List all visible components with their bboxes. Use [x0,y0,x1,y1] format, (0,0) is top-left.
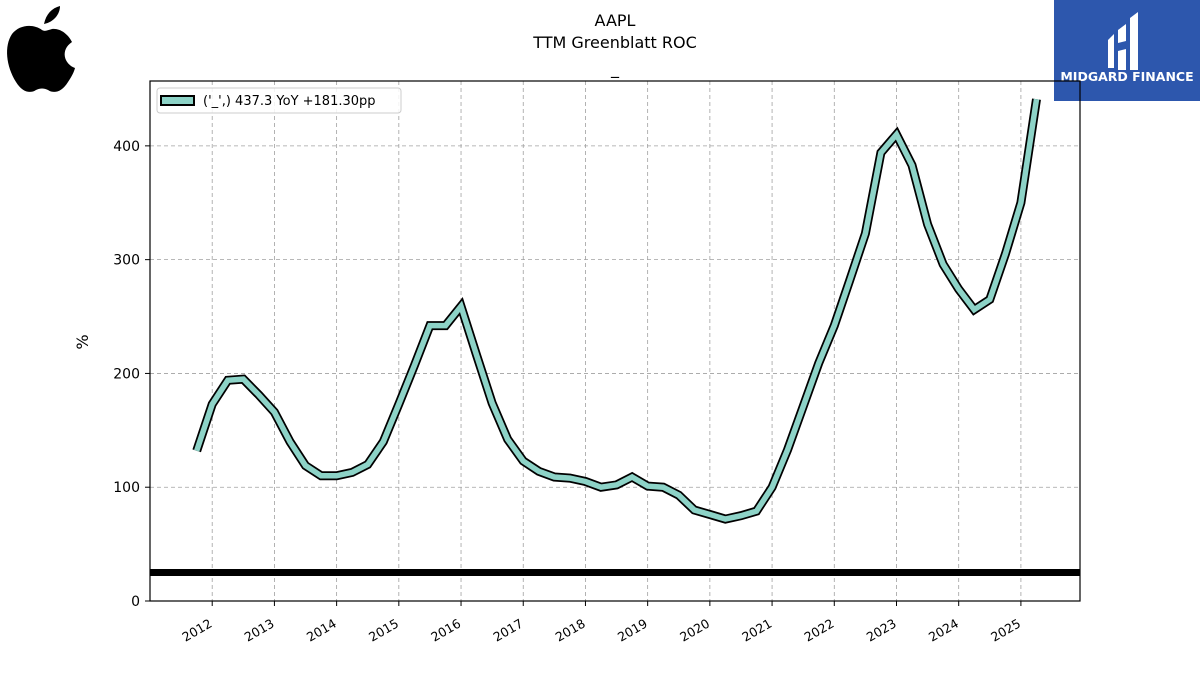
x-tick-label: 2012 [179,616,214,645]
x-tick-label: 2019 [615,616,650,645]
y-tick-label: 100 [113,480,140,496]
y-axis-label: % [73,334,92,349]
x-tick-label: 2013 [242,616,277,645]
x-tick-label: 2025 [988,616,1023,645]
x-tick-label: 2023 [864,616,899,645]
legend-swatch [160,95,195,106]
y-tick-label: 300 [113,253,140,269]
brand-logo: MIDGARD FINANCE [1054,0,1200,101]
x-tick-label: 2024 [926,616,961,645]
legend: ('_',) 437.3 YoY +181.30pp [156,87,402,114]
chart-subtitle: TTM Greenblatt ROC [533,33,697,52]
x-tick-label: 2018 [553,616,588,645]
x-tick-label: 2021 [739,616,774,645]
apple-logo-icon [7,6,75,92]
series-line [194,98,1040,522]
midgard-emblem-icon [1108,12,1138,70]
legend-label: ('_',) 437.3 YoY +181.30pp [203,94,376,109]
chart-title: AAPL [594,11,636,30]
axes-frame [149,80,1081,602]
series-layer [192,98,1041,524]
chart-title-underscore: _ [611,59,619,78]
x-tick-label: 2015 [366,616,401,645]
grid-layer [150,81,1080,601]
legend-box [156,87,402,114]
x-tick-label: 2017 [490,616,525,645]
x-tick-label: 2014 [304,616,339,645]
y-tick-label: 200 [113,366,140,382]
x-tick-label: 2020 [677,616,712,645]
x-tick-label: 2022 [802,616,837,645]
y-tick-label: 0 [131,594,140,610]
axes-layer: 0 100 200 300 400 2012 2013 2014 2015 2016 2017 201… [113,80,1081,645]
brand-name: MIDGARD FINANCE [1060,69,1193,84]
y-tick-label: 400 [113,139,140,155]
x-tick-label: 2016 [428,616,463,645]
